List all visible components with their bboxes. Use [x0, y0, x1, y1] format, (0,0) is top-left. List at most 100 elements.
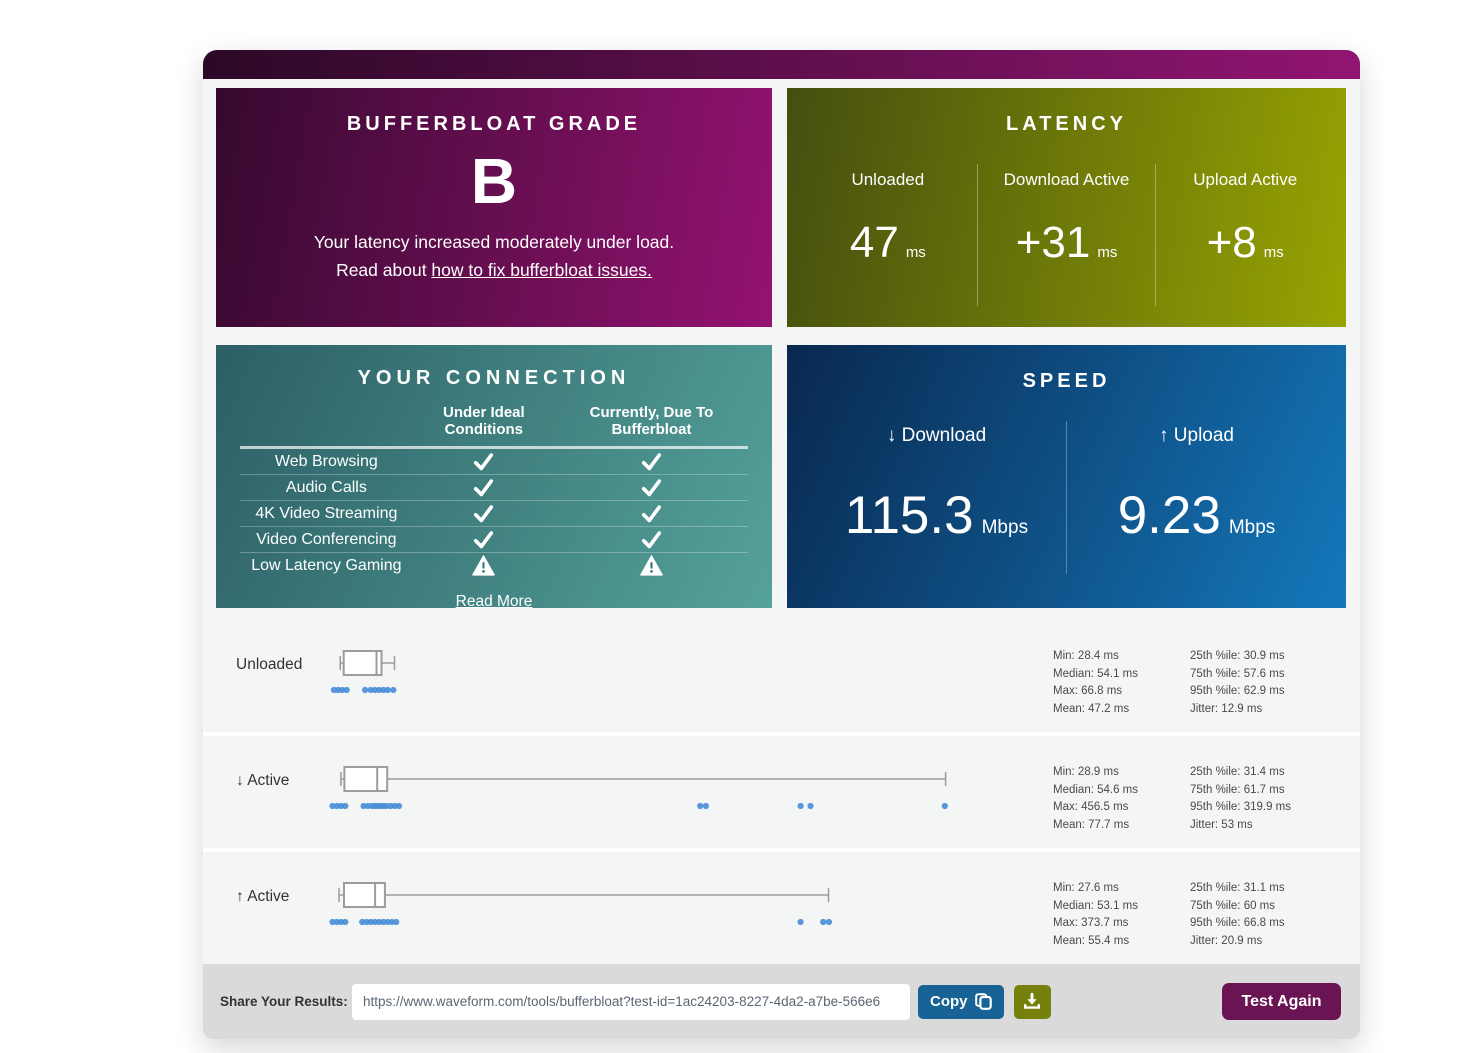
latency-stats-column: 25th %ile: 31.4 ms 75th %ile: 61.7 ms 95th… — [1190, 766, 1292, 831]
latency-col-unloaded: Unloaded 47 ms — [799, 164, 977, 306]
read-about-text: Read about — [336, 260, 432, 280]
latency-unit: ms — [905, 244, 926, 261]
connection-col-header-current: Currently, Due To Bufferbloat — [589, 404, 714, 438]
speed-unit: Mbps — [981, 517, 1029, 538]
connection-row: Audio Calls — [240, 475, 748, 501]
copy-button[interactable]: Copy — [918, 984, 1004, 1019]
latency-col-label: Download Active — [1003, 170, 1130, 189]
fix-bufferbloat-link[interactable]: how to fix bufferbloat issues. — [431, 260, 652, 280]
warning-icon — [640, 555, 663, 576]
download-icon — [1024, 993, 1040, 1009]
connection-status-cell — [555, 555, 748, 576]
summary-cards: BUFFERBLOAT GRADE B Your latency increas… — [216, 88, 1346, 608]
latency-boxplot — [329, 766, 948, 810]
upload-arrow-icon: ↑ — [1159, 425, 1169, 446]
connection-col-header-ideal: Under Ideal Conditions — [442, 404, 525, 438]
latency-stats-column: Min: 27.6 ms Median: 53.1 ms Max: 373.7 ms… — [1053, 882, 1139, 947]
check-icon — [641, 479, 662, 497]
check-icon — [641, 505, 662, 523]
check-icon — [474, 453, 494, 471]
connection-row: Web Browsing — [240, 449, 748, 475]
download-speed-value: 115.3 Mbps — [844, 486, 1029, 545]
connection-status-cell — [555, 504, 748, 523]
bufferbloat-grade-card: BUFFERBLOAT GRADE B Your latency increas… — [216, 88, 772, 327]
connection-row-label: 4K Video Streaming — [255, 504, 398, 522]
speed-columns: ↓ Download 115.3 Mbps ↑ Upload 9.23 Mbps — [807, 421, 1326, 574]
latency-col-upload-active: Upload Active +8 ms — [1155, 164, 1334, 306]
connection-table: Under Ideal Conditions Currently, Due To… — [240, 404, 748, 578]
copy-button-label: Copy — [930, 993, 968, 1010]
connection-status-cell — [413, 555, 555, 576]
warning-icon — [472, 555, 496, 576]
connection-row-label: Low Latency Gaming — [251, 556, 402, 574]
check-icon — [474, 531, 494, 549]
speed-col-label: Upload — [1173, 425, 1234, 446]
latency-detail-section: Unloaded Min: 28.4 ms Median: 54.1 ms Max: … — [203, 620, 1360, 964]
latency-col-label: Upload Active — [1193, 170, 1298, 189]
check-icon — [474, 505, 494, 523]
latency-columns: Unloaded 47 ms Download Active +31 ms Uplo… — [799, 164, 1334, 306]
connection-status-cell — [555, 478, 748, 497]
connection-row: Video Conferencing — [240, 527, 748, 553]
latency-boxplot — [330, 650, 397, 694]
download-button[interactable] — [1013, 984, 1051, 1019]
latency-stats-column: Min: 28.9 ms Median: 54.6 ms Max: 456.5 ms… — [1053, 766, 1139, 831]
check-icon — [641, 531, 662, 549]
latency-row-label: ↑ Active — [236, 888, 290, 905]
upload-speed-value: 9.23 Mbps — [1117, 486, 1276, 545]
latency-col-download-active: Download Active +31 ms — [976, 164, 1156, 306]
connection-status-cell — [413, 452, 555, 471]
test-again-button[interactable]: Test Again — [1222, 983, 1341, 1020]
latency-row: ↑ Active Min: 27.6 ms Median: 53.1 ms Max: … — [203, 852, 1360, 964]
speed-card-title: SPEED — [1022, 370, 1111, 392]
connection-status-cell — [555, 530, 748, 549]
latency-value: +31 ms — [1015, 218, 1118, 267]
download-arrow-icon: ↓ — [886, 425, 897, 446]
latency-stats-column: 25th %ile: 31.1 ms 75th %ile: 60 ms 95th %… — [1190, 882, 1285, 947]
bufferbloat-grade-value: B — [470, 145, 518, 217]
speed-col-upload: ↑ Upload 9.23 Mbps — [1066, 421, 1326, 574]
grade-read-about: Read about how to fix bufferbloat issues… — [216, 260, 772, 281]
speed-col-download: ↓ Download 115.3 Mbps — [807, 421, 1066, 574]
read-more-link[interactable]: Read More — [455, 593, 533, 608]
speed-col-header: ↑ Upload — [1067, 425, 1326, 447]
connection-row-label: Video Conferencing — [256, 530, 397, 548]
speed-card: SPEED ↓ Download 115.3 Mbps ↑ Upload 9.23… — [787, 345, 1346, 608]
connection-status-cell — [413, 530, 555, 549]
speed-unit: Mbps — [1228, 517, 1276, 538]
share-bar: Share Your Results: Copy Test Again — [203, 964, 1360, 1039]
latency-row: ↓ Active Min: 28.9 ms Median: 54.6 ms Max: … — [203, 736, 1360, 852]
grade-description: Your latency increased moderately under … — [313, 232, 675, 252]
connection-card-title: YOUR CONNECTION — [357, 367, 631, 389]
check-icon — [474, 479, 494, 497]
latency-unit: ms — [1263, 244, 1284, 261]
bufferbloat-results-panel: BUFFERBLOAT GRADE B Your latency increas… — [203, 50, 1360, 1039]
speed-col-header: ↓ Download — [807, 425, 1066, 447]
top-accent-bar — [203, 50, 1360, 79]
connection-card: YOUR CONNECTION Under Ideal Conditions C… — [216, 345, 772, 608]
latency-row-label: ↓ Active — [236, 772, 290, 789]
connection-status-cell — [413, 478, 555, 497]
connection-status-cell — [413, 504, 555, 523]
connection-row: 4K Video Streaming — [240, 501, 748, 527]
latency-card: LATENCY Unloaded 47 ms Download Active +3… — [787, 88, 1346, 327]
latency-boxplot — [329, 882, 833, 926]
latency-stats-column: 25th %ile: 30.9 ms 75th %ile: 57.6 ms 95th… — [1190, 650, 1285, 715]
latency-value: +8 ms — [1206, 218, 1284, 267]
connection-status-cell — [555, 452, 748, 471]
latency-value: 47 ms — [849, 218, 926, 267]
latency-row-label: Unloaded — [236, 656, 303, 673]
latency-card-title: LATENCY — [1006, 113, 1127, 135]
latency-stats-column: Min: 28.4 ms Median: 54.1 ms Max: 66.8 ms M… — [1053, 650, 1139, 715]
latency-col-label: Unloaded — [851, 170, 925, 189]
connection-table-header: Under Ideal Conditions Currently, Due To… — [240, 404, 748, 449]
share-results-label: Share Your Results: — [220, 994, 348, 1009]
latency-unit: ms — [1097, 244, 1118, 261]
check-icon — [641, 453, 662, 471]
speed-col-label: Download — [901, 425, 987, 446]
connection-row: Low Latency Gaming — [240, 553, 748, 578]
latency-row: Unloaded Min: 28.4 ms Median: 54.1 ms Max: … — [203, 620, 1360, 736]
share-url-input[interactable] — [352, 983, 910, 1020]
connection-row-label: Web Browsing — [274, 452, 378, 470]
copy-icon — [974, 993, 992, 1010]
